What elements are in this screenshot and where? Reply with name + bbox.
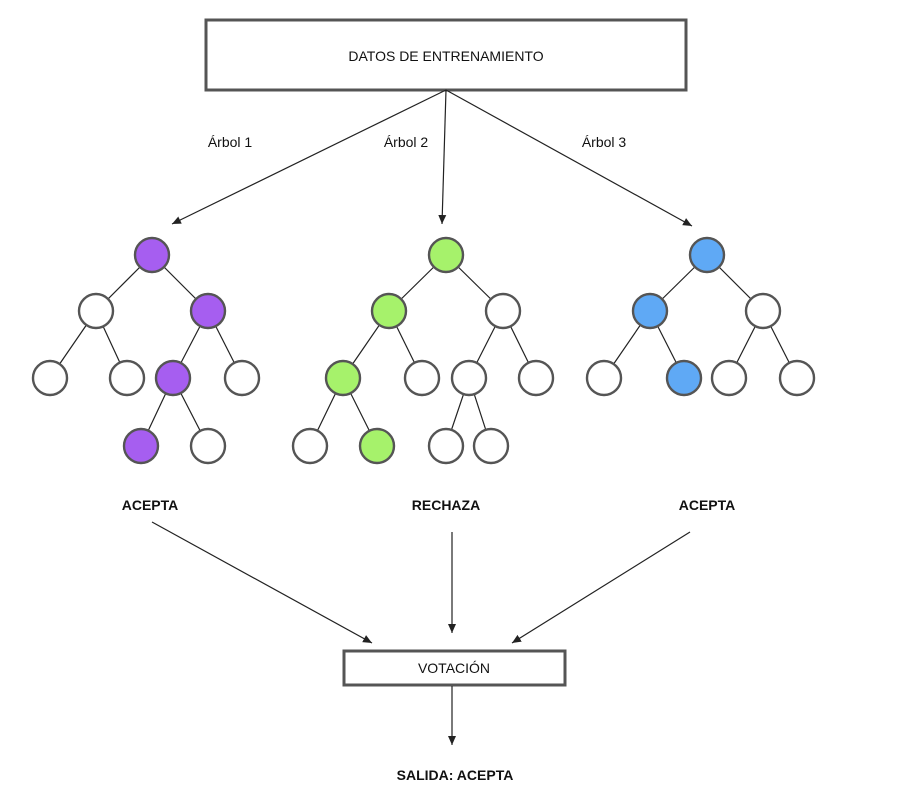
tree-2-node bbox=[358, 427, 396, 465]
training-data-box bbox=[204, 18, 688, 92]
tree-1-node bbox=[189, 292, 227, 330]
tree-2-node bbox=[450, 359, 488, 397]
tree-2-node bbox=[517, 359, 555, 397]
tree-2-label: Árbol 2 bbox=[384, 134, 429, 150]
tree-3-label: Árbol 3 bbox=[582, 134, 627, 150]
tree-3-node bbox=[710, 359, 748, 397]
tree-2-node bbox=[427, 427, 465, 465]
tree-3-node bbox=[778, 359, 816, 397]
tree-1-nodes bbox=[31, 236, 261, 465]
tree-3-node bbox=[688, 236, 726, 274]
tree-1-label: Árbol 1 bbox=[208, 134, 253, 150]
tree-2-node bbox=[484, 292, 522, 330]
tree-3-node bbox=[585, 359, 623, 397]
tree-1-node bbox=[77, 292, 115, 330]
arrow-to-tree-3 bbox=[445, 89, 693, 227]
tree-3-nodes bbox=[585, 236, 816, 397]
arrow-tree-1-to-voting bbox=[151, 521, 373, 644]
tree-1-node bbox=[133, 236, 171, 274]
tree-1-node bbox=[189, 427, 227, 465]
tree-1-edges bbox=[49, 254, 243, 447]
arrow-tree-3-to-voting bbox=[511, 531, 691, 644]
voting-label: VOTACIÓN bbox=[418, 660, 490, 676]
tree-2-result: RECHAZA bbox=[412, 497, 480, 513]
arrow-to-tree-1 bbox=[171, 89, 447, 225]
tree-3-node bbox=[744, 292, 782, 330]
tree-2-node bbox=[291, 427, 329, 465]
tree-3-node bbox=[665, 359, 703, 397]
tree-2-edges bbox=[309, 254, 537, 447]
tree-3-result: ACEPTA bbox=[679, 497, 736, 513]
tree-2-node bbox=[427, 236, 465, 274]
tree-1-node bbox=[31, 359, 69, 397]
tree-2-nodes bbox=[291, 236, 555, 465]
tree-2-node bbox=[370, 292, 408, 330]
tree-1-node bbox=[108, 359, 146, 397]
tree-1-node bbox=[154, 359, 192, 397]
tree-1-node bbox=[122, 427, 160, 465]
training-data-label: DATOS DE ENTRENAMIENTO bbox=[348, 48, 543, 64]
tree-2-node bbox=[472, 427, 510, 465]
tree-3-node bbox=[631, 292, 669, 330]
arrow-to-tree-2 bbox=[438, 89, 447, 225]
tree-2-node bbox=[324, 359, 362, 397]
voting-box bbox=[342, 649, 567, 687]
tree-1-node bbox=[223, 359, 261, 397]
tree-1-result: ACEPTA bbox=[122, 497, 179, 513]
output-label: SALIDA: ACEPTA bbox=[397, 767, 514, 783]
tree-2-node bbox=[403, 359, 441, 397]
